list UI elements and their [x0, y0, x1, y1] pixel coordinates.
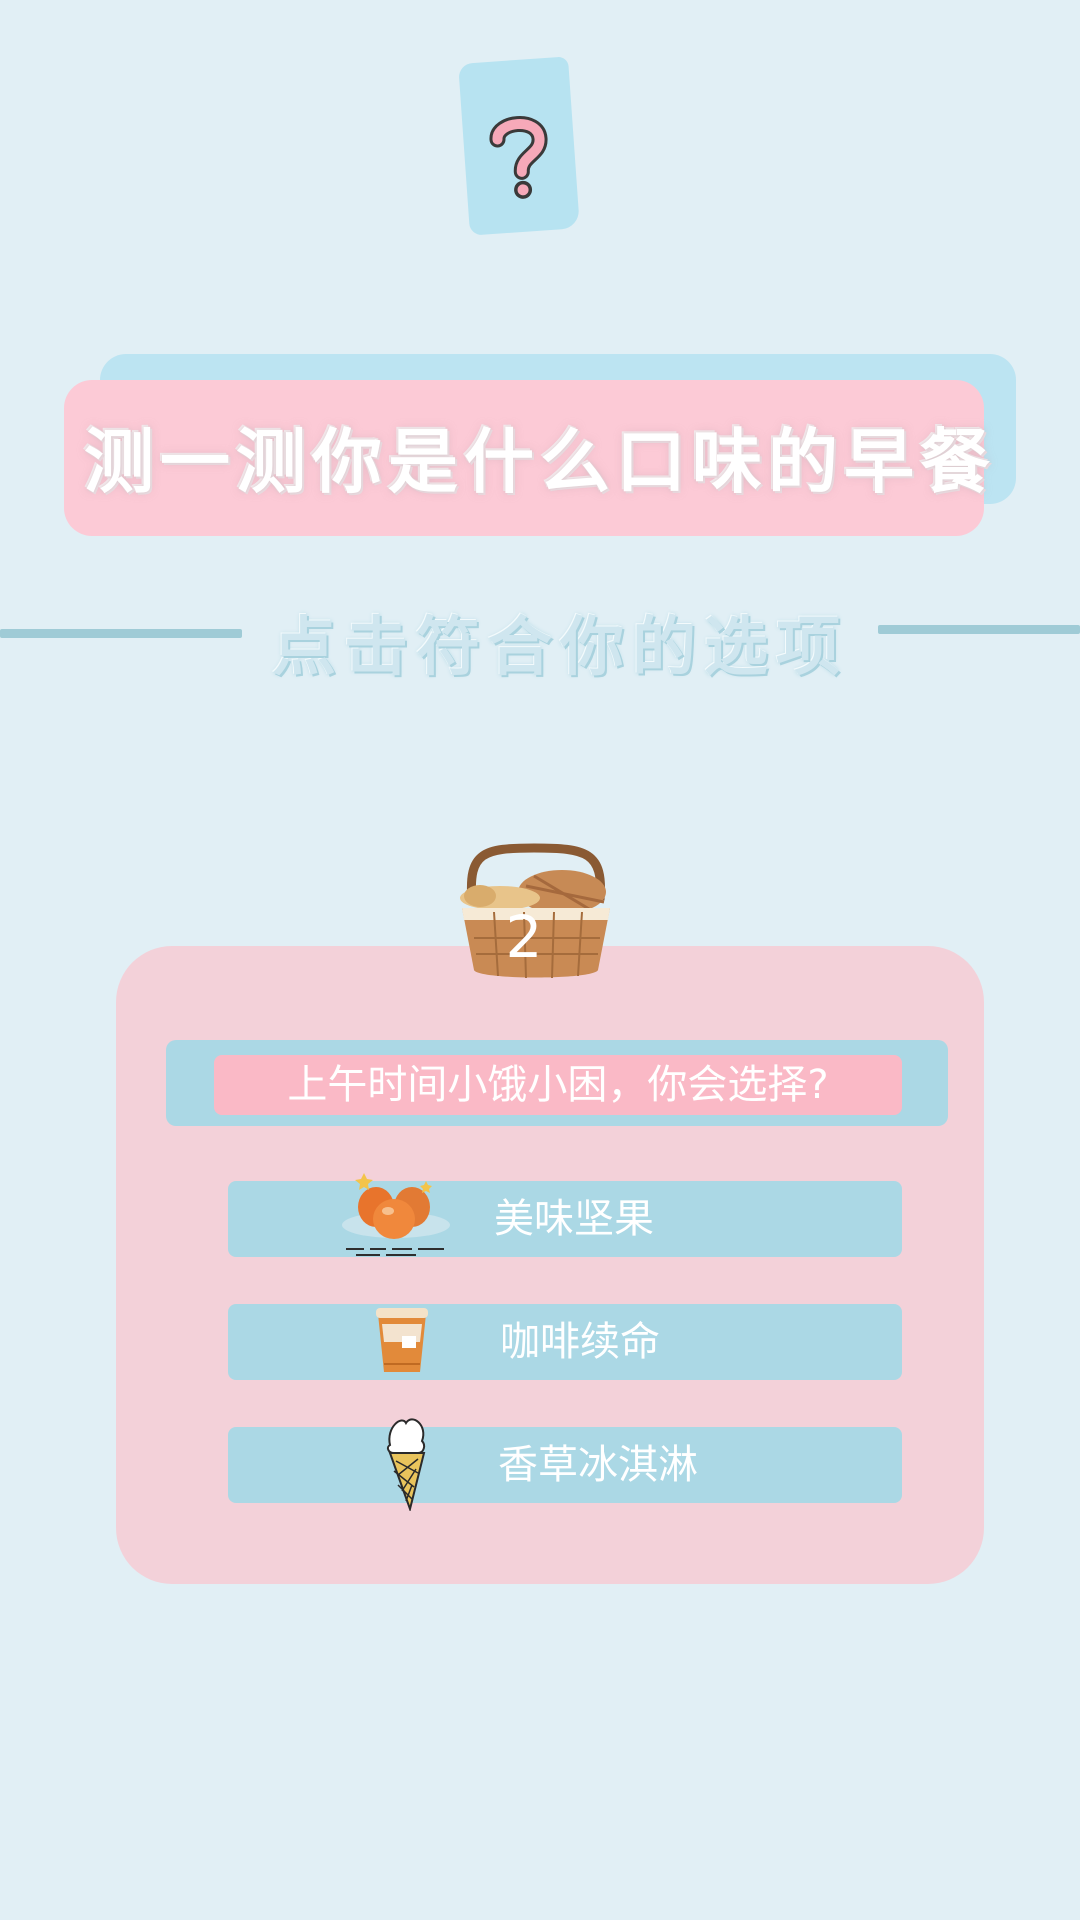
ice-cream-cone-icon	[386, 1418, 426, 1511]
title-banner	[64, 380, 984, 536]
subtitle-divider-left	[0, 629, 242, 638]
option-label-nuts: 美味坚果	[494, 1196, 654, 1242]
question-mark-icon	[489, 116, 548, 199]
subtitle-divider-right	[878, 625, 1080, 634]
basket-icon	[460, 843, 610, 979]
option-button-coffee[interactable]: 咖啡续命	[228, 1304, 902, 1380]
option-button-nuts[interactable]: 美味坚果	[228, 1173, 902, 1257]
coffee-cup-icon	[376, 1308, 428, 1372]
question-highlight	[214, 1055, 902, 1115]
page-title: 测一测你是什么口味的早餐	[84, 420, 996, 503]
option-label-coffee: 咖啡续命	[500, 1319, 660, 1365]
question-mark-tag	[458, 56, 580, 236]
question-text: 上午时间小饿小困，你会选择?	[287, 1062, 829, 1108]
question-number: 2	[505, 903, 543, 971]
page-subtitle: 点击符合你的选项	[272, 610, 848, 685]
nuts-icon	[342, 1173, 450, 1256]
option-label-ice-cream: 香草冰淇淋	[498, 1442, 698, 1488]
option-button-ice-cream[interactable]: 香草冰淇淋	[228, 1418, 902, 1511]
